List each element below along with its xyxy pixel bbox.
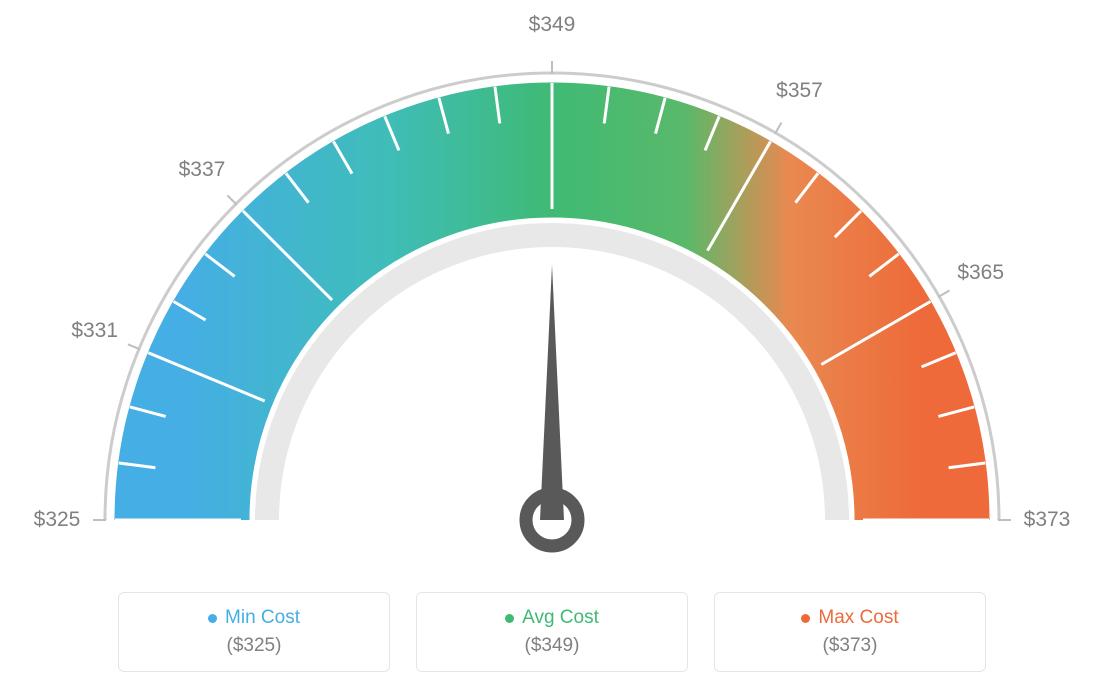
gauge-svg [0, 0, 1104, 580]
legend-max: Max Cost ($373) [714, 592, 986, 672]
legend-avg: Avg Cost ($349) [416, 592, 688, 672]
legend-min: Min Cost ($325) [118, 592, 390, 672]
legend-avg-value: ($349) [525, 635, 580, 657]
legend-min-value: ($325) [227, 635, 282, 657]
gauge-tick-label: $325 [34, 508, 81, 532]
gauge-tick-label: $349 [529, 13, 576, 37]
legend-dot-min [208, 614, 217, 623]
legend-dot-max [801, 614, 810, 623]
legend-avg-title: Avg Cost [522, 607, 599, 629]
gauge-tick-label: $337 [179, 158, 226, 182]
legend-max-value: ($373) [823, 635, 878, 657]
legend-dot-avg [505, 614, 514, 623]
gauge-tick-label: $331 [71, 319, 118, 343]
legend-row: Min Cost ($325) Avg Cost ($349) Max Cost… [0, 592, 1104, 672]
gauge-tick-label: $373 [1024, 508, 1071, 532]
legend-max-title: Max Cost [818, 607, 898, 629]
cost-gauge-chart: $325 $331 $337 $349 $357 $365 $373 Min Cost ($… [0, 0, 1104, 690]
legend-min-title: Min Cost [225, 607, 300, 629]
gauge-tick-label: $357 [776, 79, 823, 103]
gauge-tick-label: $365 [957, 261, 1004, 285]
